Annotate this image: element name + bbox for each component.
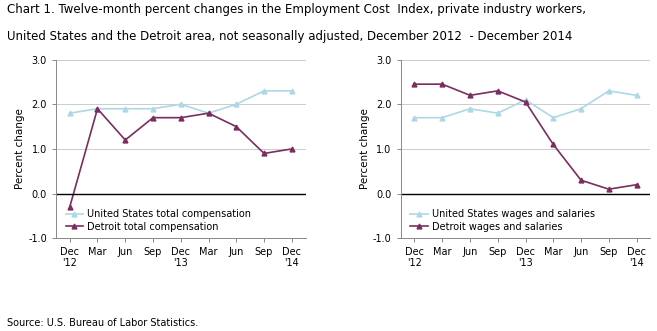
United States wages and salaries [549,116,557,120]
United States wages and salaries [494,111,502,115]
United States wages and salaries [466,107,474,111]
Y-axis label: Percent change: Percent change [15,109,25,189]
Legend: United States total compensation, Detroit total compensation: United States total compensation, Detroi… [66,209,251,232]
Line: Detroit total compensation: Detroit total compensation [67,106,294,210]
Detroit total compensation [149,116,157,120]
United States wages and salaries [522,98,530,102]
United States total compensation [93,107,101,111]
United States wages and salaries [633,93,641,97]
United States total compensation [288,89,296,93]
United States wages and salaries [577,107,585,111]
Detroit total compensation [93,107,101,111]
Text: Source: U.S. Bureau of Labor Statistics.: Source: U.S. Bureau of Labor Statistics. [7,318,198,328]
United States total compensation [204,111,212,115]
Detroit wages and salaries [577,178,585,182]
Detroit wages and salaries [633,183,641,187]
Legend: United States wages and salaries, Detroit wages and salaries: United States wages and salaries, Detroi… [411,209,595,232]
Detroit wages and salaries [522,100,530,104]
Detroit total compensation [204,111,212,115]
United States total compensation [149,107,157,111]
Y-axis label: Percent change: Percent change [360,109,370,189]
Detroit wages and salaries [466,93,474,97]
Line: Detroit wages and salaries: Detroit wages and salaries [412,82,639,192]
Detroit wages and salaries [411,82,419,86]
United States total compensation [122,107,129,111]
United States total compensation [177,102,185,106]
United States wages and salaries [411,116,419,120]
Text: Chart 1. Twelve-month percent changes in the Employment Cost  Index, private ind: Chart 1. Twelve-month percent changes in… [7,3,585,16]
United States wages and salaries [438,116,446,120]
Detroit total compensation [233,125,240,129]
Line: United States total compensation: United States total compensation [67,88,294,116]
United States wages and salaries [605,89,613,93]
Detroit total compensation [260,152,268,156]
Line: United States wages and salaries: United States wages and salaries [412,88,639,120]
Detroit total compensation [288,147,296,151]
United States total compensation [260,89,268,93]
Detroit total compensation [122,138,129,142]
Detroit wages and salaries [605,187,613,191]
Detroit wages and salaries [549,142,557,146]
United States total compensation [66,111,74,115]
Detroit total compensation [177,116,185,120]
Text: United States and the Detroit area, not seasonally adjusted, December 2012  - De: United States and the Detroit area, not … [7,30,572,43]
Detroit wages and salaries [494,89,502,93]
Detroit total compensation [66,205,74,209]
United States total compensation [233,102,240,106]
Detroit wages and salaries [438,82,446,86]
